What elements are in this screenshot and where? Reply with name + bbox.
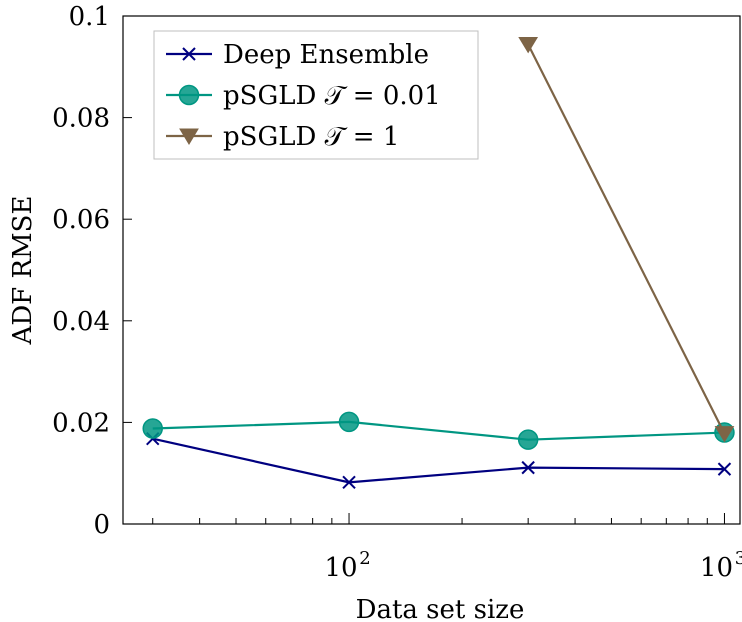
legend-marker-0 <box>182 47 196 61</box>
x-tick-label-exp-1: 3 <box>735 548 742 569</box>
x-tick-label-exp-0: 2 <box>359 548 370 569</box>
tick-labels: 00.020.040.060.080.110 2 10 3 <box>52 2 742 583</box>
series-0-point-2 <box>521 460 535 475</box>
series-1-point-2 <box>517 429 539 450</box>
legend-label-0: Deep Ensemble <box>223 40 429 70</box>
legend-label-2: pSGLD 𝒯 = 1 <box>223 122 399 152</box>
legend-marker-2 <box>179 128 199 145</box>
legend-marker-1 <box>178 84 200 106</box>
x-tick-label-1: 10 <box>700 553 733 583</box>
x-axis-label: Data set size <box>356 595 525 622</box>
y-tick-label-2: 0.04 <box>52 307 110 337</box>
series-0-point-3 <box>717 462 732 476</box>
legend: Deep Ensemble pSGLD 𝒯 = 0.01 pSGLD 𝒯 = 1 <box>153 30 479 160</box>
y-tick-label-5: 0.1 <box>69 2 110 32</box>
legend-label-1: pSGLD 𝒯 = 0.01 <box>223 81 441 111</box>
y-tick-label-0: 0 <box>93 510 110 540</box>
y-tick-label-4: 0.08 <box>52 104 110 134</box>
series-2-point-1 <box>714 426 735 443</box>
y-tick-label-3: 0.06 <box>52 205 110 235</box>
series-layer <box>142 36 735 490</box>
series-0 <box>146 431 732 490</box>
y-tick-label-1: 0.02 <box>52 408 110 438</box>
series-1 <box>142 411 735 450</box>
series-1-point-0 <box>142 418 163 439</box>
series-2 <box>518 36 735 443</box>
series-1-point-1 <box>338 411 360 433</box>
plot-frame <box>122 15 741 525</box>
series-2-point-0 <box>518 36 539 54</box>
x-tick-label-0: 10 <box>324 553 357 583</box>
series-line-1 <box>152 420 725 441</box>
series-line-0 <box>152 437 725 484</box>
series-line-2 <box>527 43 726 435</box>
series-0-point-1 <box>342 475 356 490</box>
y-axis-label: ADF RMSE <box>8 196 38 346</box>
